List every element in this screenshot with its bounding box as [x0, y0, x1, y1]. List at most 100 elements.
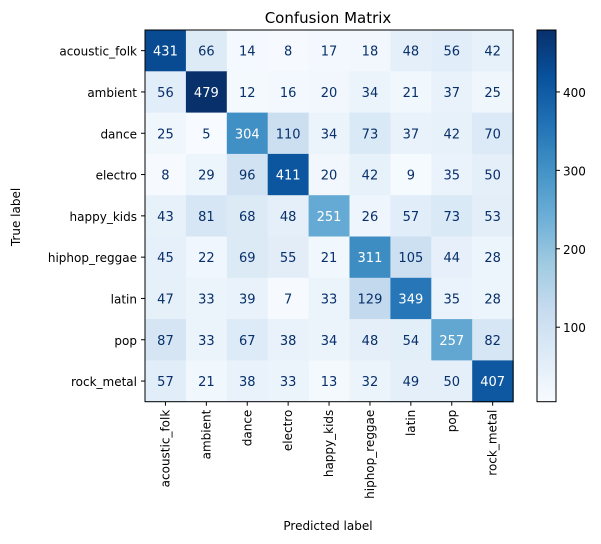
cell-value-label: 35 — [443, 292, 460, 307]
cell-value-label: 47 — [157, 292, 174, 307]
heatmap-cell — [472, 71, 514, 114]
cell-value-label: 53 — [484, 210, 501, 225]
cell-value-label: 21 — [403, 86, 420, 101]
heatmap-cell — [431, 195, 473, 238]
cell-value-label: 81 — [198, 210, 215, 225]
cell-value-label: 67 — [239, 334, 256, 349]
cell-value-label: 311 — [358, 251, 383, 266]
heatmap-cell — [185, 30, 228, 72]
cell-value-label: 20 — [321, 86, 338, 101]
heatmap-cell — [431, 153, 473, 196]
cell-value-label: 5 — [202, 127, 210, 142]
cell-value-label: 304 — [235, 127, 260, 142]
heatmap-cell — [349, 277, 391, 320]
cell-value-label: 28 — [484, 292, 501, 307]
colorbar-tick-label: 400 — [563, 86, 586, 100]
heatmap-cell — [308, 30, 351, 72]
x-tick-label: latin — [404, 410, 418, 436]
y-tick-label: dance — [100, 127, 137, 141]
cell-value-label: 251 — [317, 210, 342, 225]
cell-value-label: 17 — [321, 45, 338, 60]
cell-value-label: 7 — [284, 292, 292, 307]
heatmap-cell — [185, 319, 228, 361]
cell-value-label: 14 — [239, 45, 256, 60]
heatmap-cell — [431, 319, 473, 361]
cell-value-label: 54 — [403, 334, 420, 349]
heatmap-cell — [308, 71, 351, 114]
heatmap-cell — [472, 30, 514, 72]
x-tick-label: ambient — [199, 409, 213, 459]
cell-value-label: 35 — [443, 169, 460, 184]
cell-value-label: 56 — [157, 86, 174, 101]
cell-value-label: 55 — [280, 251, 297, 266]
cell-value-label: 8 — [284, 45, 292, 60]
heatmap-cell — [267, 30, 310, 72]
cell-value-label: 57 — [403, 210, 420, 225]
cell-value-label: 25 — [484, 86, 501, 101]
heatmap-cell — [308, 277, 351, 320]
cell-value-label: 34 — [321, 127, 338, 142]
heatmap-cell — [267, 71, 310, 114]
cell-value-label: 33 — [198, 292, 215, 307]
heatmap-cell — [390, 153, 432, 196]
cell-value-label: 9 — [407, 169, 415, 184]
cell-value-label: 66 — [198, 45, 215, 60]
heatmap-cell — [431, 30, 473, 72]
heatmap-cell — [472, 236, 514, 279]
heatmap-cell — [145, 195, 187, 238]
cell-value-label: 44 — [443, 251, 460, 266]
colorbar-tick-labels: 100 200 300 400 — [556, 86, 586, 335]
cell-value-label: 39 — [239, 292, 256, 307]
heatmap-cell — [226, 277, 269, 320]
cell-value-label: 25 — [157, 127, 174, 142]
cell-value-label: 16 — [280, 86, 297, 101]
cell-value-label: 18 — [362, 45, 379, 60]
heatmap-cell — [145, 319, 187, 361]
y-tick-label: electro — [96, 169, 137, 183]
x-tick-label: dance — [240, 410, 254, 447]
cell-value-label: 96 — [239, 169, 256, 184]
heatmap-cell — [145, 71, 187, 114]
heatmap-cell — [185, 71, 228, 114]
colorbar — [536, 29, 557, 403]
heatmap-cell — [145, 30, 187, 72]
cell-value-label: 33 — [198, 334, 215, 349]
cell-value-label: 33 — [280, 375, 297, 390]
colorbar-tick-label: 300 — [563, 164, 586, 178]
cell-value-label: 33 — [321, 292, 338, 307]
heatmap-cell — [226, 360, 269, 403]
heatmap-cell — [145, 277, 187, 320]
cell-value-label: 42 — [362, 169, 379, 184]
heatmap-cell — [226, 319, 269, 361]
heatmap-cell — [267, 236, 310, 279]
cell-value-label: 68 — [239, 210, 256, 225]
heatmap-cell — [226, 71, 269, 114]
cell-value-label: 37 — [443, 86, 460, 101]
x-tick-label: happy_kids — [322, 410, 336, 477]
cell-value-label: 110 — [276, 127, 301, 142]
heatmap-cell — [185, 360, 228, 403]
heatmap-cell — [390, 319, 432, 361]
heatmap-cell — [308, 112, 351, 155]
y-tick-label: acoustic_folk — [59, 45, 137, 59]
x-tick-labels: acoustic_folk ambient dance electro happy_ki… — [158, 401, 500, 499]
cell-value-label: 42 — [443, 127, 460, 142]
heatmap-cell — [145, 236, 187, 279]
x-axis-label: Predicted label — [283, 519, 372, 533]
cell-value-label: 87 — [157, 334, 174, 349]
cell-value-label: 12 — [239, 86, 256, 101]
cell-value-label: 34 — [362, 86, 379, 101]
cell-value-label: 56 — [443, 45, 460, 60]
cell-value-label: 38 — [280, 334, 297, 349]
cell-value-label: 479 — [194, 86, 219, 101]
heatmap-cell — [185, 195, 228, 238]
cell-value-label: 34 — [321, 334, 338, 349]
heatmap-cell — [267, 195, 310, 238]
cell-value-label: 50 — [443, 375, 460, 390]
heatmap-cell — [390, 30, 432, 72]
heatmap-cell — [390, 71, 432, 114]
cell-value-label: 70 — [484, 127, 501, 142]
heatmap-cell — [349, 153, 391, 196]
y-tick-label: ambient — [87, 86, 137, 100]
cell-value-label: 105 — [398, 251, 423, 266]
